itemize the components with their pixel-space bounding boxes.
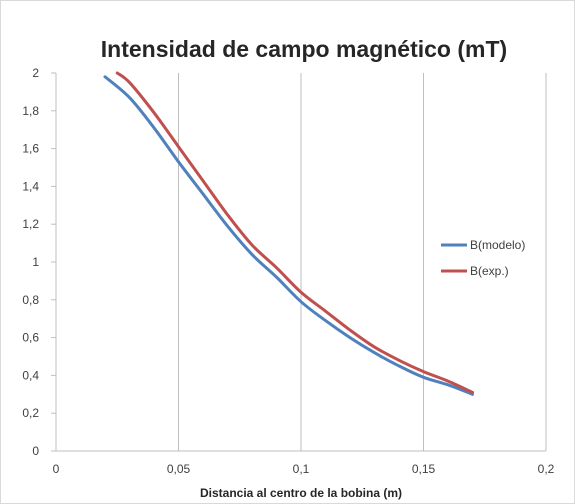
y-tick-label: 0,6	[22, 331, 39, 345]
series-layer	[103, 71, 474, 396]
y-tick-label: 0,8	[22, 293, 39, 307]
x-tick-label: 0,2	[538, 462, 555, 476]
x-axis-title: Distancia al centro de la bobina (m)	[200, 486, 402, 500]
y-tick-label: 1,4	[22, 179, 39, 193]
x-tick-label: 0,1	[293, 462, 310, 476]
y-tick-label: 1,2	[22, 217, 39, 231]
legend-label-b-modelo: B(modelo)	[470, 238, 525, 252]
legend: B(modelo) B(exp.)	[441, 238, 525, 278]
series-line-b-exp	[115, 71, 474, 394]
y-tick-label: 1,6	[22, 142, 39, 156]
series-line-b-modelo	[103, 75, 474, 396]
y-tick-label: 0,2	[22, 406, 39, 420]
y-tick-label: 2	[32, 66, 39, 80]
legend-label-b-exp: B(exp.)	[470, 264, 509, 278]
y-tick-label: 1	[32, 255, 39, 269]
x-tick-label: 0	[53, 462, 60, 476]
y-tick-label: 1,8	[22, 104, 39, 118]
y-tick-label: 0	[32, 444, 39, 458]
x-tick-label: 0,05	[167, 462, 191, 476]
grid-layer	[178, 73, 547, 451]
axis-layer: 0 0,05 0,1 0,15 0,2 0 0,2 0,4 0,6 0,8 1 1,2 1,4 1,6 1,…	[22, 66, 554, 476]
y-tick-label: 0,4	[22, 368, 39, 382]
x-tick-label: 0,15	[412, 462, 436, 476]
chart-title: Intensidad de campo magnético (mT)	[101, 36, 507, 62]
